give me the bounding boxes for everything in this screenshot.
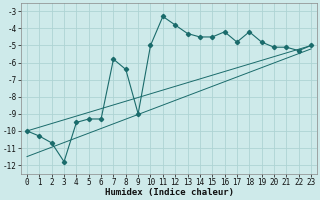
X-axis label: Humidex (Indice chaleur): Humidex (Indice chaleur) xyxy=(105,188,234,197)
